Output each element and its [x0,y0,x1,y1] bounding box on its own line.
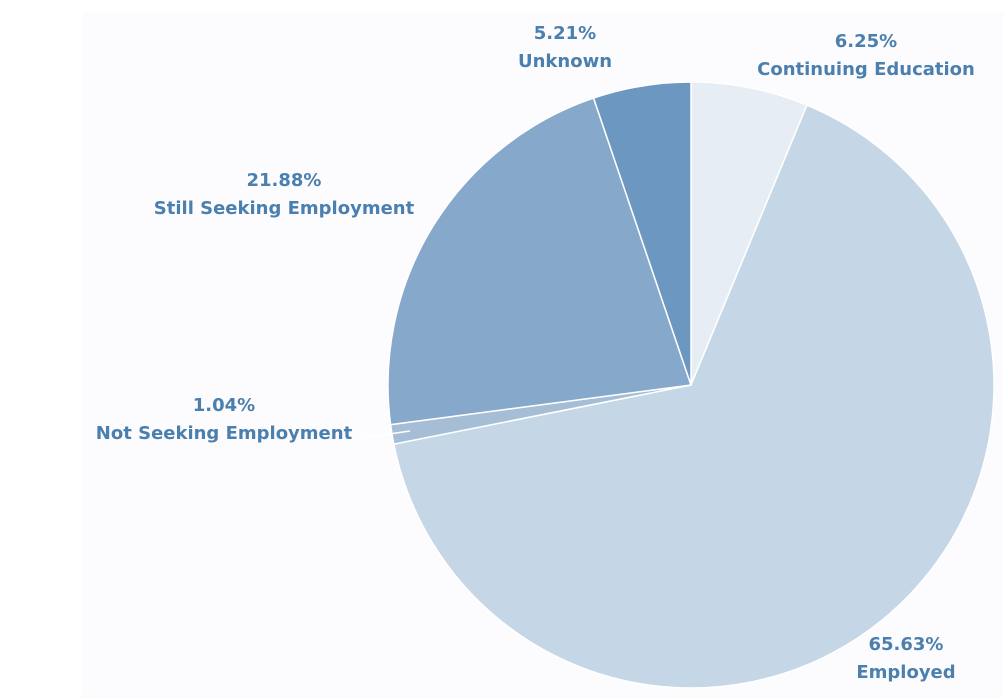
slice-category-still-seeking-employment: Still Seeking Employment [154,198,415,219]
pie-slice-employed[interactable] [392,104,995,689]
pie-slice-unknown[interactable] [592,81,692,386]
slice-percent-employed: 65.63% [869,634,944,655]
leader-lines [361,430,411,439]
leader-line-not-seeking-employment [361,430,411,439]
slice-percent-not-seeking-employment: 1.04% [193,395,255,416]
pie-slice-continuing-education[interactable] [690,81,808,386]
slice-label-employed: 65.63% Employed [856,634,955,683]
slice-category-continuing-education: Continuing Education [757,59,975,80]
slice-percent-unknown: 5.21% [534,23,596,44]
slice-percent-still-seeking-employment: 21.88% [247,170,322,191]
slice-percent-continuing-education: 6.25% [835,31,897,52]
pie-slices [387,81,995,689]
slice-category-not-seeking-employment: Not Seeking Employment [96,423,353,444]
slice-category-unknown: Unknown [518,51,612,72]
slice-labels: 6.25% Continuing Education 65.63% Employed 1… [96,23,975,683]
slice-label-not-seeking-employment: 1.04% Not Seeking Employment [96,395,353,444]
pie-slice-still-seeking-employment[interactable] [387,97,693,426]
slice-label-unknown: 5.21% Unknown [518,23,612,72]
slice-label-continuing-education: 6.25% Continuing Education [757,31,975,80]
slice-label-still-seeking-employment: 21.88% Still Seeking Employment [154,170,415,219]
slice-category-employed: Employed [856,662,955,683]
